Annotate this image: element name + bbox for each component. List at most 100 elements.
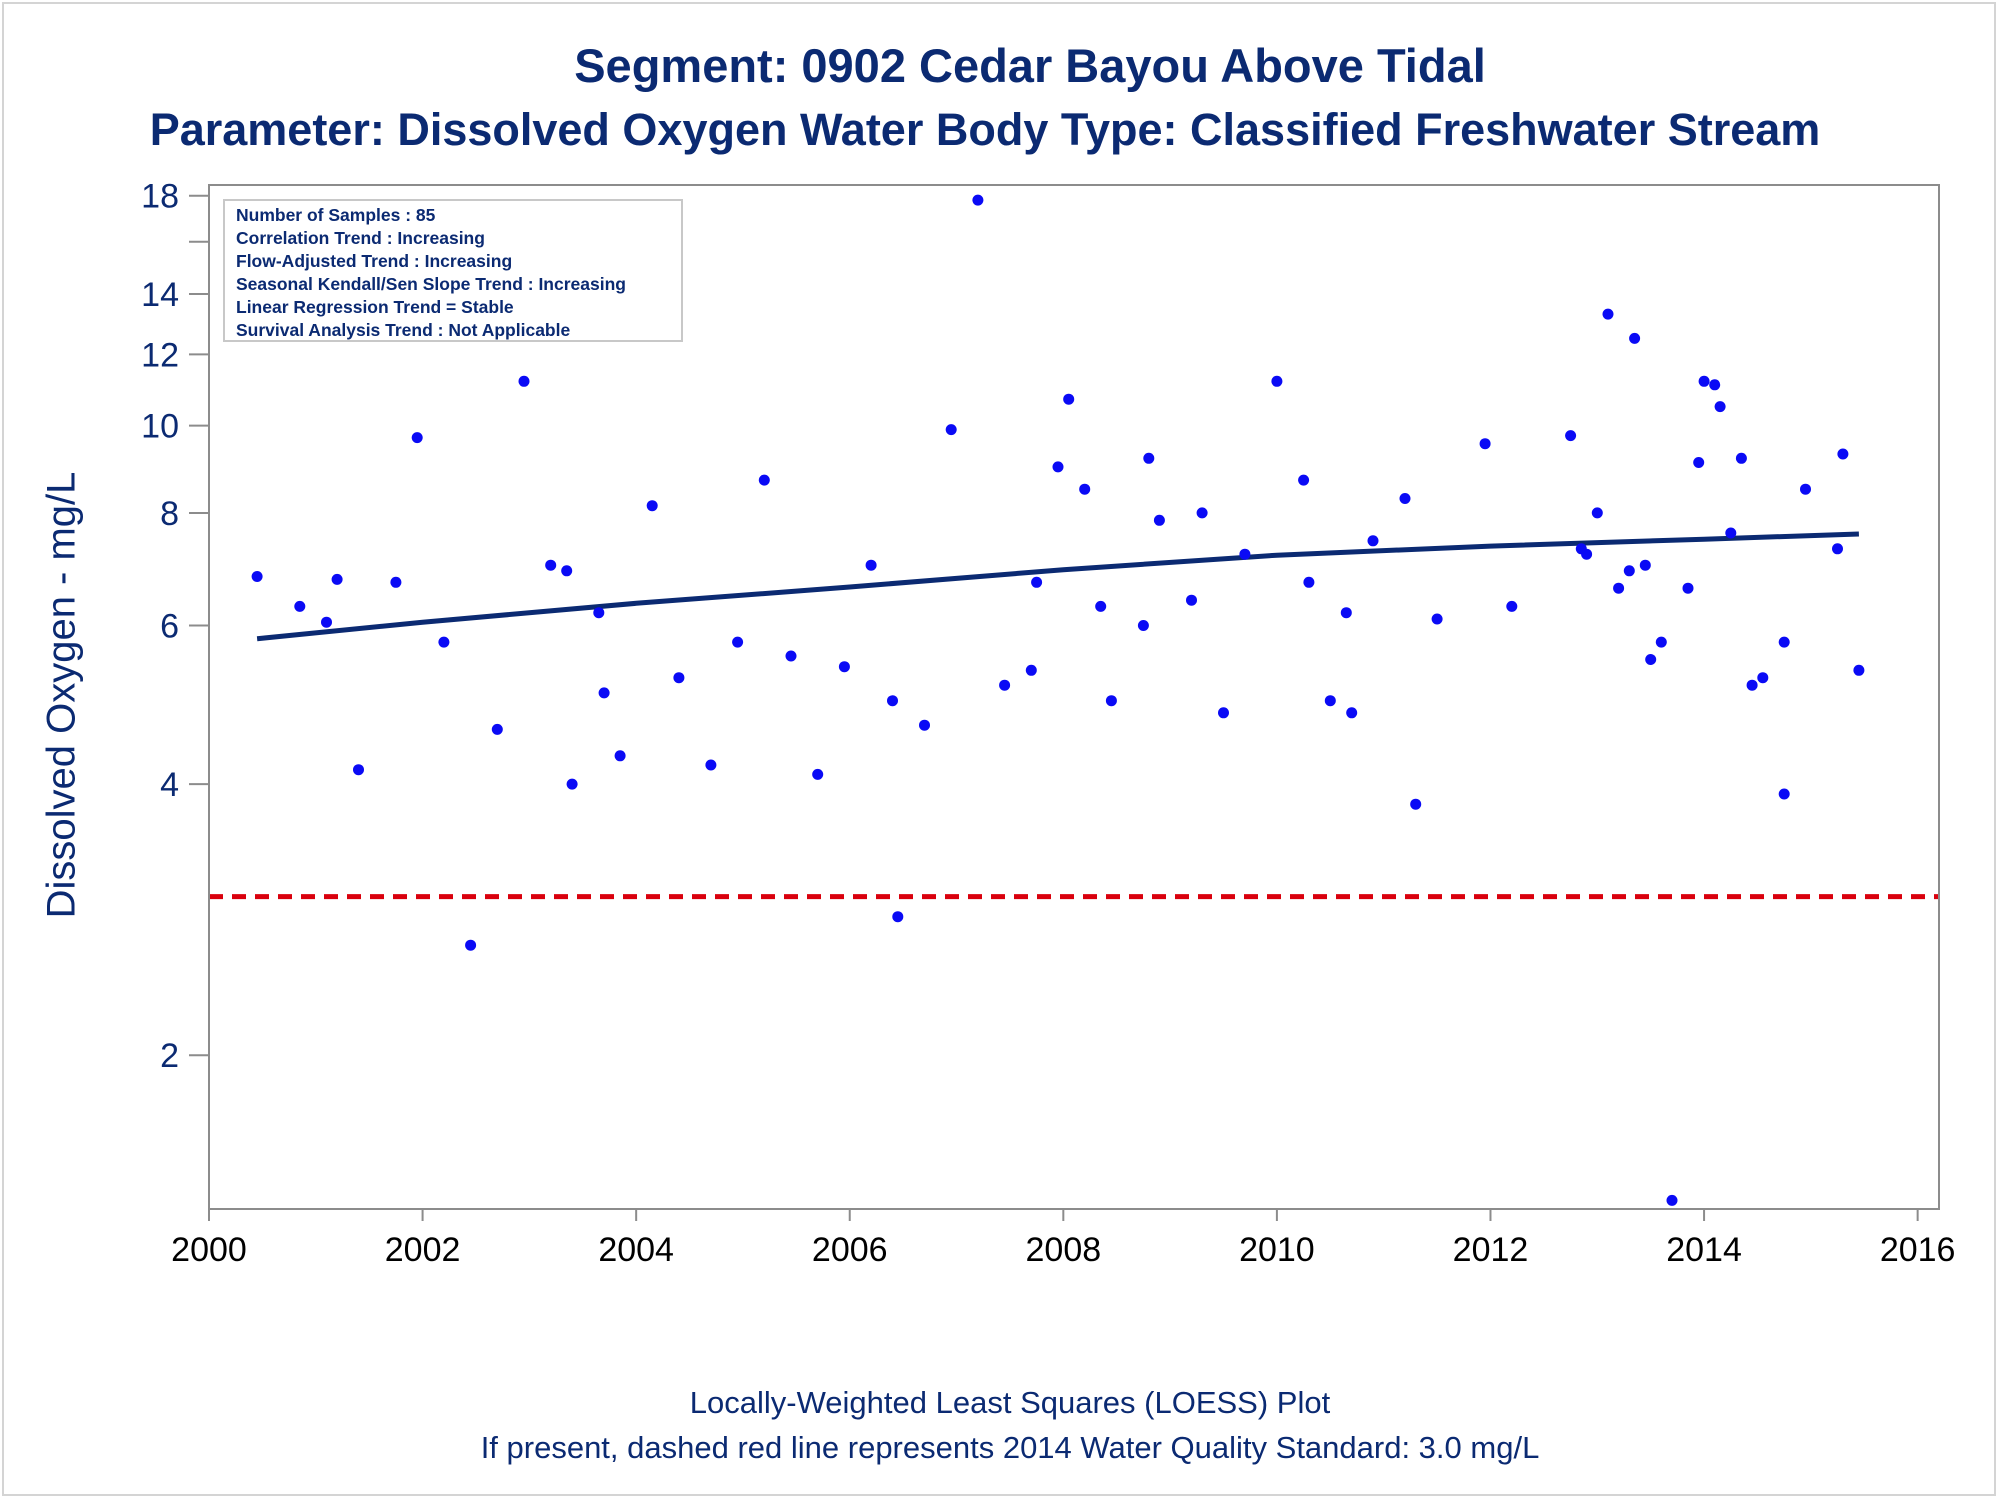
- data-point: [321, 616, 332, 628]
- data-point: [1832, 543, 1843, 555]
- data-point: [1153, 514, 1165, 526]
- y-tick-label: 2: [160, 1037, 179, 1075]
- data-point: [491, 723, 503, 735]
- data-point: [673, 672, 685, 684]
- info-box-line: Number of Samples : 85: [236, 205, 436, 225]
- info-box-line: Survival Analysis Trend : Not Applicable: [236, 320, 570, 340]
- data-point: [1714, 401, 1726, 413]
- y-tick-label: 14: [141, 276, 179, 314]
- data-point: [561, 565, 573, 577]
- info-box-line: Linear Regression Trend = Stable: [236, 297, 514, 317]
- data-point: [566, 778, 578, 790]
- data-point: [999, 679, 1011, 691]
- data-point: [1025, 664, 1037, 676]
- data-point: [1399, 493, 1411, 504]
- data-point: [1565, 430, 1577, 442]
- data-point: [1137, 620, 1149, 631]
- data-point: [1079, 483, 1091, 495]
- data-point: [758, 474, 770, 486]
- data-point: [1239, 548, 1251, 560]
- data-point: [1778, 788, 1790, 800]
- data-point: [1837, 448, 1849, 460]
- data-point: [1623, 565, 1635, 577]
- data-point: [732, 636, 744, 648]
- data-point: [1645, 654, 1657, 665]
- data-point: [1800, 483, 1811, 495]
- plot-area-frame: [208, 184, 1940, 1210]
- x-tick-label: 2014: [1666, 1231, 1742, 1269]
- data-point: [614, 750, 626, 762]
- data-point: [887, 695, 898, 707]
- data-point: [1655, 636, 1667, 648]
- footnote-standard: If present, dashed red line represents 2…: [480, 1430, 1540, 1465]
- data-point: [1591, 507, 1603, 519]
- data-point: [411, 432, 423, 444]
- y-axis-label: Dissolved Oxygen - mg/L: [39, 471, 84, 919]
- data-point: [838, 661, 850, 673]
- data-point: [1602, 308, 1614, 320]
- data-point: [1095, 600, 1107, 612]
- info-box-line: Seasonal Kendall/Sen Slope Trend : Incre…: [236, 274, 626, 294]
- data-point: [1143, 452, 1155, 464]
- data-point: [1693, 457, 1705, 468]
- data-point: [1506, 600, 1518, 612]
- x-tick-label: 2000: [171, 1231, 247, 1269]
- chart-subtitle: Parameter: Dissolved Oxygen Water Body T…: [149, 104, 1821, 155]
- data-point: [972, 194, 984, 206]
- data-point: [705, 759, 717, 771]
- data-point: [1340, 607, 1352, 619]
- data-point: [1479, 438, 1491, 450]
- data-point: [251, 571, 263, 582]
- data-point: [1271, 375, 1283, 387]
- data-point: [518, 375, 530, 387]
- data-point: [1431, 613, 1443, 625]
- data-point: [545, 559, 557, 571]
- footnote-loess: Locally-Weighted Least Squares (LOESS) P…: [689, 1385, 1331, 1420]
- data-point: [1186, 594, 1197, 606]
- data-point: [1298, 474, 1310, 486]
- data-point: [1746, 679, 1758, 691]
- y-tick-label: 8: [160, 495, 179, 533]
- info-box-line: Correlation Trend : Increasing: [236, 228, 485, 248]
- data-point: [598, 687, 610, 699]
- data-point: [1367, 535, 1379, 547]
- x-tick-label: 2006: [812, 1231, 888, 1269]
- x-tick-label: 2010: [1239, 1231, 1315, 1269]
- data-point: [331, 573, 343, 585]
- x-tick-label: 2008: [1026, 1231, 1102, 1269]
- data-point: [593, 607, 605, 619]
- data-point: [1031, 576, 1043, 588]
- data-point: [1052, 461, 1064, 473]
- data-point: [1735, 452, 1747, 464]
- data-point: [919, 719, 930, 731]
- data-point: [1218, 707, 1229, 719]
- data-point: [465, 939, 477, 951]
- data-point: [785, 650, 797, 662]
- info-box: Number of Samples : 85 Correlation Trend …: [223, 199, 683, 342]
- data-point: [1757, 672, 1769, 684]
- data-point: [353, 764, 364, 776]
- data-point: [438, 636, 450, 648]
- data-point: [390, 576, 402, 588]
- x-tick-label: 2002: [385, 1231, 461, 1269]
- data-point: [1105, 695, 1117, 707]
- data-point: [812, 768, 824, 780]
- data-point: [1303, 576, 1315, 588]
- data-point: [1196, 507, 1208, 519]
- info-box-line: Flow-Adjusted Trend : Increasing: [236, 251, 512, 271]
- data-point: [1698, 375, 1710, 387]
- data-point: [294, 600, 306, 612]
- data-point: [892, 911, 904, 923]
- data-point: [1063, 393, 1075, 405]
- y-tick-label: 4: [160, 766, 179, 804]
- chart-title: Segment: 0902 Cedar Bayou Above Tidal: [574, 39, 1486, 92]
- data-point: [646, 500, 658, 512]
- data-point: [1682, 582, 1694, 594]
- loess-line: [256, 531, 1859, 642]
- data-point: [1581, 548, 1593, 560]
- data-point: [1725, 527, 1737, 539]
- data-point: [1629, 332, 1641, 344]
- x-tick-label: 2016: [1880, 1231, 1956, 1269]
